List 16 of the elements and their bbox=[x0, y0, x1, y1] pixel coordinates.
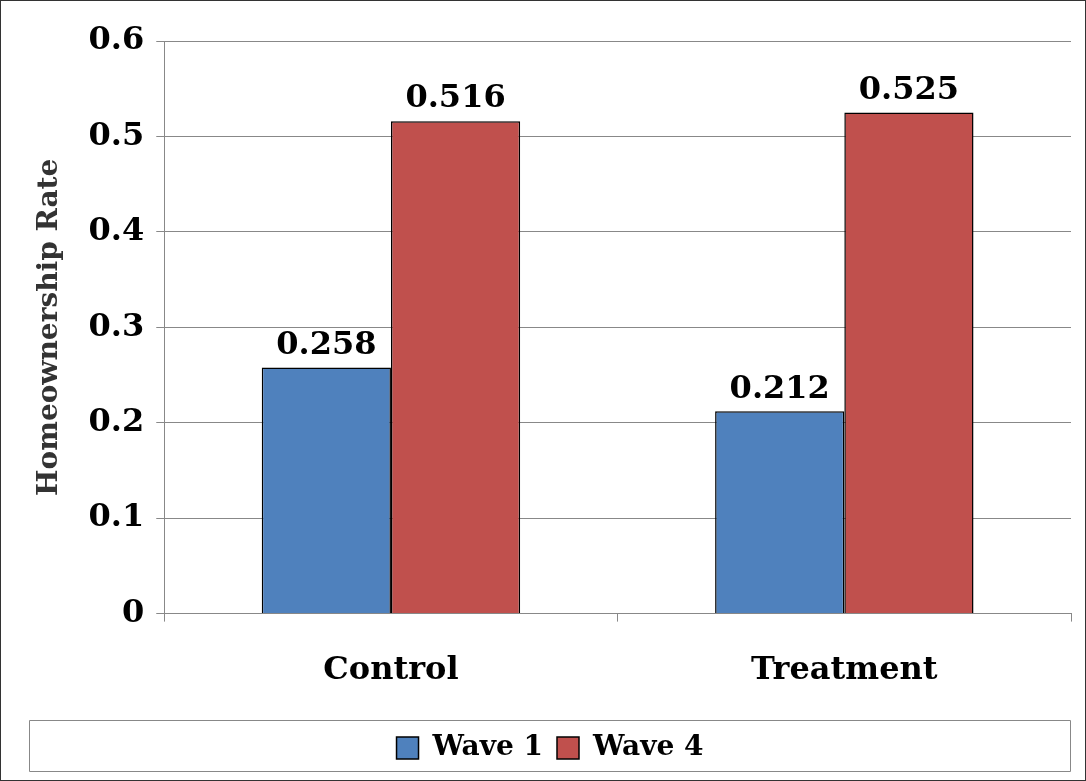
x-tick-label: Control bbox=[323, 649, 459, 688]
data-label: 0.516 bbox=[405, 77, 506, 116]
y-tick-label: 0.3 bbox=[88, 305, 145, 344]
y-axis-title: Homeownership Rate bbox=[31, 158, 65, 496]
data-label: 0.258 bbox=[276, 323, 377, 362]
y-tick-label: 0.4 bbox=[88, 210, 145, 249]
y-tick-label: 0 bbox=[122, 591, 145, 630]
y-tick-label: 0.6 bbox=[88, 19, 145, 58]
data-label: 0.525 bbox=[858, 68, 960, 107]
legend-label: Wave 1 bbox=[431, 729, 543, 763]
y-tick-label: 0.2 bbox=[88, 401, 145, 440]
y-tick-label: 0.5 bbox=[88, 114, 145, 153]
legend-label: Wave 4 bbox=[592, 729, 704, 763]
data-label: 0.212 bbox=[729, 367, 830, 406]
x-tick-label: Treatment bbox=[751, 649, 938, 688]
y-tick-label: 0.1 bbox=[88, 496, 145, 535]
